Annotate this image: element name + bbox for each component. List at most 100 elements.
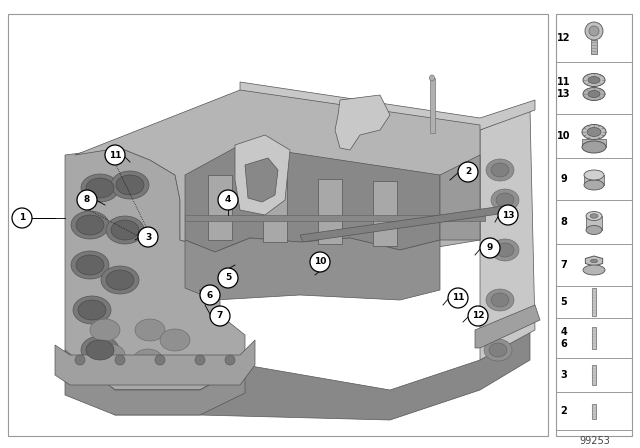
Polygon shape — [245, 158, 278, 202]
Text: 9: 9 — [487, 244, 493, 253]
Bar — [556, 14, 632, 436]
Ellipse shape — [111, 171, 149, 199]
Polygon shape — [75, 90, 480, 250]
Circle shape — [155, 355, 165, 365]
Text: 99253: 99253 — [580, 436, 611, 446]
Ellipse shape — [491, 189, 519, 211]
Ellipse shape — [590, 214, 598, 218]
Polygon shape — [480, 110, 535, 360]
Polygon shape — [263, 177, 287, 242]
Ellipse shape — [81, 174, 119, 202]
Ellipse shape — [583, 265, 605, 275]
Ellipse shape — [491, 293, 509, 307]
Bar — [592, 365, 596, 385]
Circle shape — [218, 268, 238, 288]
Text: 11: 11 — [109, 151, 121, 159]
Ellipse shape — [588, 90, 600, 98]
Polygon shape — [65, 350, 245, 415]
Ellipse shape — [106, 216, 144, 244]
Ellipse shape — [133, 349, 163, 371]
Circle shape — [480, 238, 500, 258]
Ellipse shape — [587, 128, 601, 137]
Ellipse shape — [95, 344, 125, 366]
Ellipse shape — [71, 251, 109, 279]
Ellipse shape — [496, 193, 514, 207]
Circle shape — [210, 306, 230, 326]
Ellipse shape — [582, 141, 606, 153]
Ellipse shape — [582, 125, 606, 139]
Ellipse shape — [484, 339, 512, 361]
Text: 4: 4 — [225, 195, 231, 204]
Bar — [592, 327, 596, 349]
Circle shape — [200, 285, 220, 305]
Ellipse shape — [491, 239, 519, 261]
Polygon shape — [185, 145, 440, 252]
Circle shape — [218, 190, 238, 210]
Ellipse shape — [111, 220, 139, 240]
Polygon shape — [300, 205, 513, 242]
Text: 7: 7 — [217, 311, 223, 320]
Ellipse shape — [76, 215, 104, 235]
Ellipse shape — [584, 170, 604, 180]
Bar — [592, 404, 596, 419]
Ellipse shape — [160, 329, 190, 351]
Polygon shape — [240, 82, 535, 130]
Text: 11
13: 11 13 — [557, 77, 571, 99]
Polygon shape — [235, 135, 290, 215]
Polygon shape — [318, 179, 342, 244]
Circle shape — [77, 190, 97, 210]
Circle shape — [115, 355, 125, 365]
Ellipse shape — [78, 300, 106, 320]
Polygon shape — [586, 256, 603, 266]
Text: 13: 13 — [502, 211, 515, 220]
Bar — [430, 78, 435, 133]
Ellipse shape — [583, 87, 605, 100]
Text: 4
6: 4 6 — [561, 327, 568, 349]
Ellipse shape — [116, 175, 144, 195]
Circle shape — [225, 355, 235, 365]
Text: 6: 6 — [207, 290, 213, 300]
Text: 12: 12 — [472, 311, 484, 320]
Text: 1: 1 — [19, 214, 25, 223]
Text: 3: 3 — [561, 370, 568, 380]
Circle shape — [195, 355, 205, 365]
Bar — [591, 40, 597, 54]
Bar — [584, 175, 604, 185]
Ellipse shape — [73, 296, 111, 324]
Polygon shape — [335, 95, 390, 150]
Polygon shape — [55, 340, 255, 385]
Text: 7: 7 — [561, 260, 568, 270]
Ellipse shape — [583, 73, 605, 86]
Ellipse shape — [106, 270, 134, 290]
Ellipse shape — [81, 336, 119, 364]
Ellipse shape — [588, 77, 600, 83]
Ellipse shape — [486, 289, 514, 311]
Polygon shape — [475, 305, 540, 348]
Text: 2: 2 — [561, 406, 568, 416]
Text: 5: 5 — [225, 273, 231, 283]
Ellipse shape — [86, 178, 114, 198]
Ellipse shape — [135, 319, 165, 341]
Circle shape — [105, 145, 125, 165]
Polygon shape — [185, 238, 440, 300]
Circle shape — [310, 252, 330, 272]
Polygon shape — [65, 330, 530, 420]
Ellipse shape — [584, 180, 604, 190]
Ellipse shape — [586, 211, 602, 220]
Circle shape — [585, 22, 603, 40]
Text: 5: 5 — [561, 297, 568, 307]
Polygon shape — [65, 148, 245, 390]
Circle shape — [589, 26, 599, 36]
Bar — [8, 14, 548, 436]
Circle shape — [12, 208, 32, 228]
Ellipse shape — [86, 340, 114, 360]
Text: 3: 3 — [145, 233, 151, 241]
Circle shape — [448, 288, 468, 308]
Ellipse shape — [489, 343, 507, 357]
Text: 8: 8 — [561, 217, 568, 227]
Ellipse shape — [71, 211, 109, 239]
Ellipse shape — [76, 255, 104, 275]
Text: 8: 8 — [84, 195, 90, 204]
Ellipse shape — [496, 243, 514, 257]
Ellipse shape — [486, 159, 514, 181]
